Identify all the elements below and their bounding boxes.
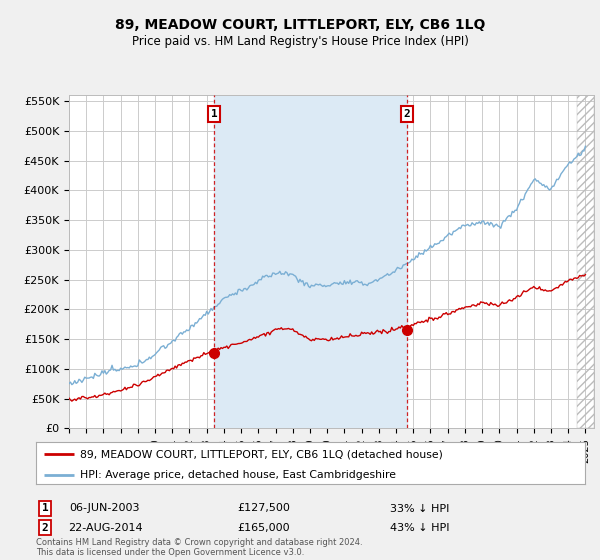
Bar [214,95,407,428]
Text: 06-JUN-2003: 06-JUN-2003 [70,503,140,514]
Text: £127,500: £127,500 [238,503,290,514]
Text: 33% ↓ HPI: 33% ↓ HPI [391,503,449,514]
Text: £165,000: £165,000 [238,522,290,533]
Text: Contains HM Land Registry data © Crown copyright and database right 2024.
This d: Contains HM Land Registry data © Crown c… [36,538,362,557]
Text: 43% ↓ HPI: 43% ↓ HPI [390,522,450,533]
Text: 89, MEADOW COURT, LITTLEPORT, ELY, CB6 1LQ (detached house): 89, MEADOW COURT, LITTLEPORT, ELY, CB6 1… [80,449,443,459]
Text: HPI: Average price, detached house, East Cambridgeshire: HPI: Average price, detached house, East… [80,470,396,480]
Text: Price paid vs. HM Land Registry's House Price Index (HPI): Price paid vs. HM Land Registry's House … [131,35,469,49]
Text: 2: 2 [404,109,410,119]
Text: 2: 2 [41,522,49,533]
Text: 22-AUG-2014: 22-AUG-2014 [68,522,142,533]
Text: 89, MEADOW COURT, LITTLEPORT, ELY, CB6 1LQ: 89, MEADOW COURT, LITTLEPORT, ELY, CB6 1… [115,18,485,32]
Text: 1: 1 [211,109,217,119]
Text: 1: 1 [41,503,49,514]
